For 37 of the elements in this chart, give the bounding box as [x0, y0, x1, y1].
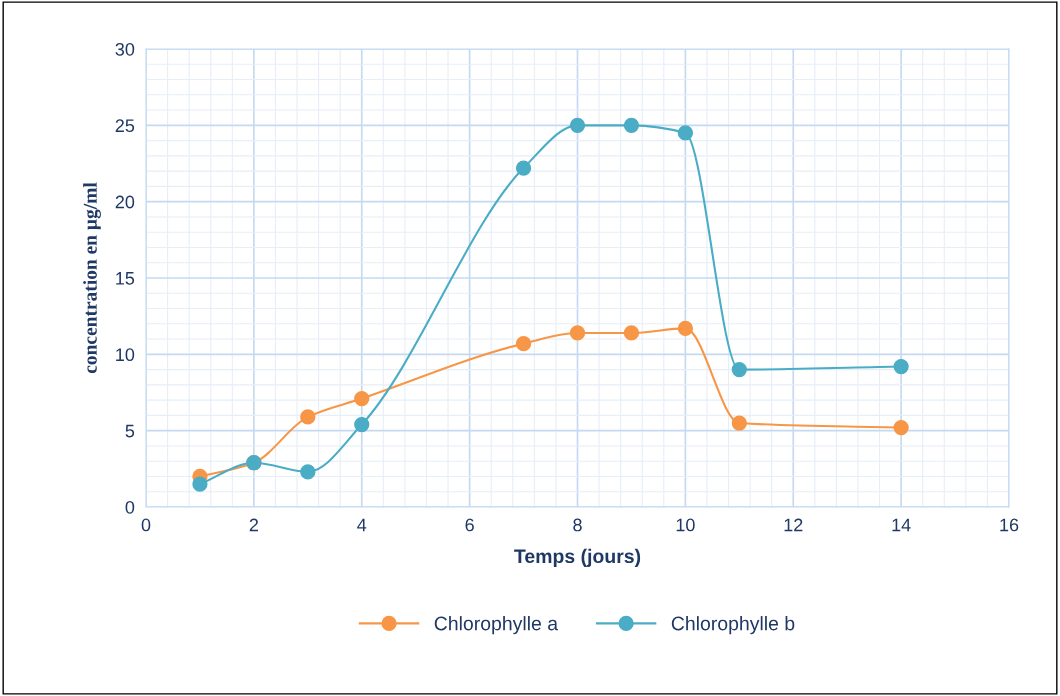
point [569, 325, 586, 341]
point [731, 361, 747, 378]
point [515, 160, 532, 176]
point [300, 464, 316, 480]
x-tick-label: 8 [573, 518, 582, 532]
point [623, 117, 640, 133]
y-tick-label: 10 [116, 348, 135, 362]
y-tick-label: 5 [125, 424, 135, 438]
point [893, 358, 909, 375]
point [623, 325, 640, 341]
y-tick-label: 20 [115, 195, 135, 209]
y-tick-label: 15 [116, 272, 135, 285]
point [354, 390, 370, 407]
point [893, 419, 909, 436]
point [354, 416, 370, 433]
x-tick-label: 4 [357, 518, 367, 532]
point [731, 415, 747, 431]
y-tick-label: 0 [125, 500, 135, 514]
x-tick-label: 0 [141, 518, 151, 532]
point [677, 125, 694, 141]
x-tick-label: 12 [784, 518, 803, 532]
x-tick-label: 6 [465, 518, 474, 532]
point [515, 336, 532, 352]
x-tick-label: 2 [249, 518, 258, 532]
y-tick-label: 25 [115, 119, 135, 133]
y-axis-title: concentration en µg/ml [83, 182, 101, 374]
x-axis-title: Temps (jours) [514, 548, 641, 567]
x-tick-label: 10 [676, 518, 695, 532]
point [192, 476, 208, 492]
legend-label: Chlorophylle a [434, 616, 559, 635]
legend-label: Chlorophylle b [671, 616, 795, 635]
point [569, 117, 586, 133]
point [677, 320, 694, 337]
x-tick-label: 14 [892, 518, 911, 532]
y-tick-label: 30 [115, 42, 135, 56]
x-tick-label: 16 [1000, 518, 1019, 532]
point [300, 409, 316, 425]
